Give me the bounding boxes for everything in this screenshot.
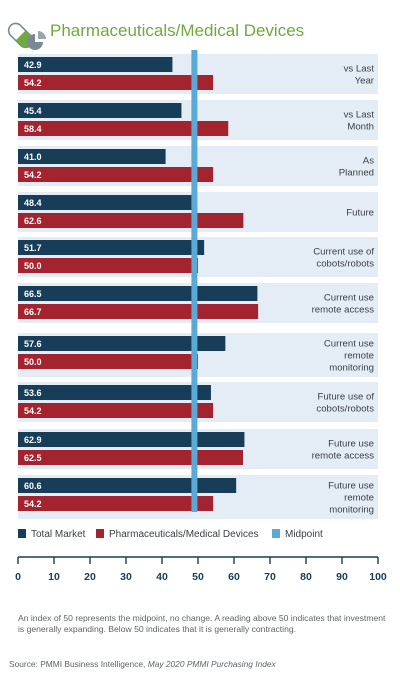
bar-total-market: [18, 57, 173, 72]
category-label: Month: [347, 122, 374, 133]
value-label-total-market: 41.0: [24, 152, 42, 162]
value-label-pharma: 62.5: [24, 453, 42, 463]
bar-pharma: [18, 258, 198, 273]
category-label: cobots/robots: [316, 404, 374, 415]
category-label: remote: [344, 351, 374, 362]
value-label-pharma: 54.2: [24, 406, 42, 416]
source-prefix: Source: PMMI Business Intelligence,: [9, 659, 148, 669]
legend-swatch: [18, 529, 26, 538]
chart-title: Pharmaceuticals/Medical Devices: [50, 21, 305, 40]
source-italic: May 2020 PMMI Purchasing Index: [147, 659, 276, 669]
x-tick-label: 0: [15, 571, 21, 583]
x-tick-label: 10: [48, 571, 60, 583]
category-label: As: [363, 156, 374, 167]
bar-pharma: [18, 121, 229, 136]
x-tick-label: 40: [156, 571, 168, 583]
x-tick-label: 100: [369, 571, 387, 583]
bar-pharma: [18, 354, 198, 369]
bar-pharma: [18, 304, 259, 319]
value-label-total-market: 53.6: [24, 388, 42, 398]
bar-total-market: [18, 478, 237, 493]
bar-total-market: [18, 432, 245, 447]
x-tick-label: 20: [84, 571, 96, 583]
legend-label: Midpoint: [285, 529, 323, 540]
bar-total-market: [18, 195, 193, 210]
chart-footnote: An index of 50 represents the midpoint, …: [18, 613, 386, 634]
category-label: Future use of: [317, 392, 374, 403]
category-label: Planned: [339, 168, 374, 179]
legend-swatch: [272, 529, 280, 538]
category-label: vs Last: [344, 110, 375, 121]
value-label-pharma: 54.2: [24, 170, 42, 180]
value-label-total-market: 48.4: [24, 198, 42, 208]
category-label: vs Last: [344, 64, 375, 75]
category-label: Current use: [324, 293, 374, 304]
value-label-pharma: 66.7: [24, 307, 42, 317]
value-label-pharma: 50.0: [24, 261, 42, 271]
pill-and-pie-icon: [7, 22, 46, 50]
bar-pharma: [18, 167, 214, 182]
x-tick-label: 70: [264, 571, 276, 583]
value-label-total-market: 62.9: [24, 435, 42, 445]
bar-pharma: [18, 450, 243, 465]
category-label: monitoring: [329, 505, 374, 516]
value-label-pharma: 58.4: [24, 124, 42, 134]
source-note: Source: PMMI Business Intelligence, May …: [9, 659, 276, 669]
value-label-pharma: 50.0: [24, 357, 42, 367]
category-label: Current use: [324, 339, 374, 350]
value-label-total-market: 66.5: [24, 289, 42, 299]
bar-total-market: [18, 103, 182, 118]
bar-pharma: [18, 213, 244, 228]
value-label-pharma: 62.6: [24, 216, 42, 226]
legend-label: Pharmaceuticals/Medical Devices: [109, 529, 259, 540]
legend-swatch: [96, 529, 104, 538]
category-label: remote access: [312, 305, 375, 316]
category-label: cobots/robots: [316, 259, 374, 270]
category-label: remote: [344, 493, 374, 504]
value-label-pharma: 54.2: [24, 78, 42, 88]
category-label: Future use: [328, 439, 374, 450]
value-label-total-market: 57.6: [24, 339, 42, 349]
legend-label: Total Market: [31, 529, 86, 540]
bar-total-market: [18, 240, 205, 255]
category-label: monitoring: [329, 363, 374, 374]
category-label: Current use of: [313, 247, 374, 258]
x-tick-label: 50: [192, 571, 204, 583]
value-label-total-market: 60.6: [24, 481, 42, 491]
value-label-total-market: 42.9: [24, 60, 42, 70]
x-tick-label: 90: [336, 571, 348, 583]
bar-pharma: [18, 75, 214, 90]
bar-total-market: [18, 286, 258, 301]
bar-pharma: [18, 496, 214, 511]
category-label: remote access: [312, 451, 375, 462]
x-tick-label: 60: [228, 571, 240, 583]
bar-total-market: [18, 149, 166, 164]
chart-header: Pharmaceuticals/Medical Devices: [0, 18, 400, 50]
value-label-total-market: 51.7: [24, 243, 42, 253]
value-label-total-market: 45.4: [24, 106, 42, 116]
bar-pharma: [18, 403, 214, 418]
category-label: Future: [346, 208, 374, 219]
bar-total-market: [18, 336, 226, 351]
category-label: Year: [355, 76, 375, 87]
value-label-pharma: 54.2: [24, 499, 42, 509]
x-tick-label: 80: [300, 571, 312, 583]
x-tick-label: 30: [120, 571, 132, 583]
bar-total-market: [18, 385, 211, 400]
category-label: Future use: [328, 481, 374, 492]
